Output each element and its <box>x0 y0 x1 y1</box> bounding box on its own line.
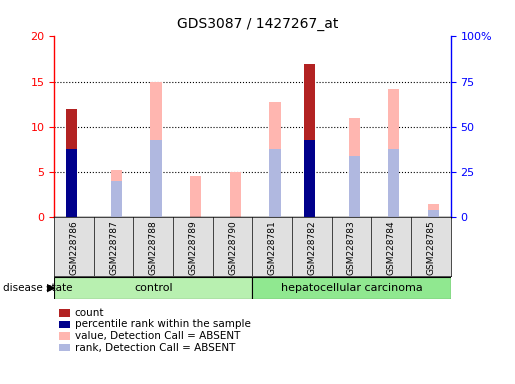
Text: GDS3087 / 1427267_at: GDS3087 / 1427267_at <box>177 17 338 31</box>
Text: GSM228788: GSM228788 <box>149 220 158 275</box>
Text: GSM228784: GSM228784 <box>387 220 396 275</box>
Text: GSM228783: GSM228783 <box>347 220 356 275</box>
Bar <box>150 140 162 217</box>
Bar <box>65 149 77 217</box>
Bar <box>303 140 315 217</box>
Text: count: count <box>75 308 104 318</box>
Bar <box>269 103 281 217</box>
Bar <box>111 181 122 217</box>
Text: GSM228782: GSM228782 <box>307 220 316 275</box>
Bar <box>388 149 400 217</box>
Bar <box>150 82 162 217</box>
Bar <box>54 277 252 299</box>
Text: rank, Detection Call = ABSENT: rank, Detection Call = ABSENT <box>75 343 235 353</box>
Bar <box>428 210 439 217</box>
Text: ▶: ▶ <box>47 283 56 293</box>
Text: GSM228786: GSM228786 <box>70 220 78 275</box>
Text: value, Detection Call = ABSENT: value, Detection Call = ABSENT <box>75 331 240 341</box>
Bar <box>349 118 360 217</box>
Bar <box>269 149 281 217</box>
Bar <box>252 277 451 299</box>
Text: disease state: disease state <box>3 283 72 293</box>
Bar <box>230 172 241 217</box>
Text: GSM228789: GSM228789 <box>188 220 197 275</box>
Bar <box>111 170 122 217</box>
Text: GSM228787: GSM228787 <box>109 220 118 275</box>
Text: hepatocellular carcinoma: hepatocellular carcinoma <box>281 283 422 293</box>
Text: GSM228790: GSM228790 <box>228 220 237 275</box>
Bar <box>65 109 77 217</box>
Bar <box>428 204 439 217</box>
Text: control: control <box>134 283 173 293</box>
Text: GSM228785: GSM228785 <box>426 220 435 275</box>
Text: percentile rank within the sample: percentile rank within the sample <box>75 319 251 329</box>
Bar <box>190 176 201 217</box>
Bar <box>303 64 315 217</box>
Text: GSM228781: GSM228781 <box>268 220 277 275</box>
Bar <box>349 156 360 217</box>
Bar <box>388 89 400 217</box>
